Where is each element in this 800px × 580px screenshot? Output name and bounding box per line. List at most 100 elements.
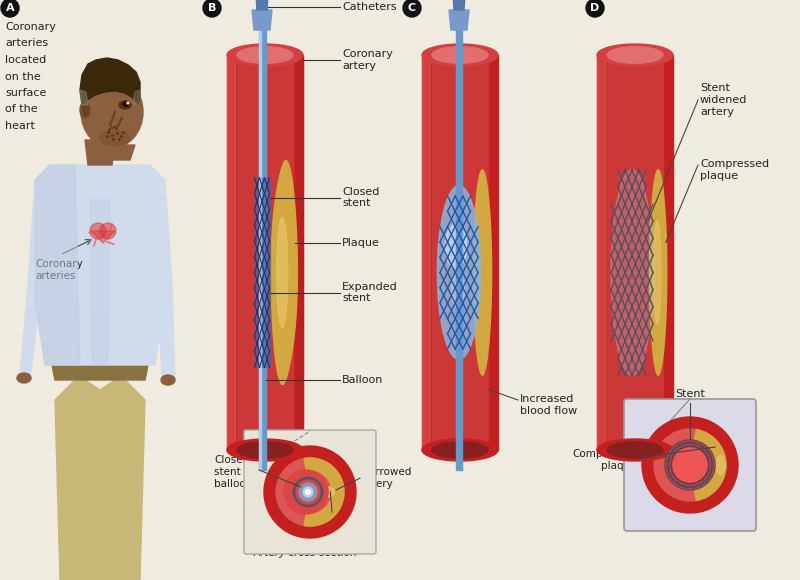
Text: Plaque: Plaque: [330, 510, 366, 520]
Ellipse shape: [422, 44, 498, 66]
Circle shape: [284, 470, 328, 514]
Circle shape: [642, 417, 738, 513]
Polygon shape: [297, 55, 303, 450]
Text: heart: heart: [5, 121, 35, 131]
Polygon shape: [488, 55, 498, 450]
Ellipse shape: [17, 373, 31, 383]
Ellipse shape: [451, 273, 465, 307]
Polygon shape: [422, 55, 432, 450]
Ellipse shape: [422, 439, 498, 461]
Circle shape: [100, 223, 116, 239]
Ellipse shape: [83, 104, 89, 116]
Polygon shape: [20, 180, 50, 380]
Circle shape: [203, 0, 221, 17]
Ellipse shape: [607, 47, 663, 63]
Polygon shape: [650, 170, 667, 375]
Ellipse shape: [432, 442, 488, 458]
Polygon shape: [432, 55, 488, 450]
Text: Closed
stent: Closed stent: [342, 187, 379, 208]
Circle shape: [654, 429, 726, 501]
Text: Balloon: Balloon: [342, 375, 383, 385]
Polygon shape: [35, 165, 165, 365]
Circle shape: [673, 448, 707, 482]
Ellipse shape: [438, 186, 481, 360]
Text: A: A: [6, 3, 14, 13]
Text: Narrowed
artery: Narrowed artery: [361, 467, 411, 489]
Polygon shape: [80, 90, 88, 105]
Polygon shape: [293, 55, 303, 450]
Ellipse shape: [81, 76, 143, 148]
Polygon shape: [258, 0, 266, 470]
Circle shape: [264, 446, 356, 538]
Polygon shape: [597, 55, 605, 450]
Circle shape: [1, 0, 19, 17]
Ellipse shape: [611, 170, 653, 375]
Text: Stent
widened
artery: Stent widened artery: [700, 84, 747, 117]
Polygon shape: [254, 177, 270, 367]
Polygon shape: [95, 145, 135, 160]
Polygon shape: [258, 0, 261, 470]
Circle shape: [90, 223, 106, 239]
Ellipse shape: [237, 47, 293, 63]
Text: Compressed
plaque: Compressed plaque: [700, 159, 769, 181]
Text: surface: surface: [5, 88, 46, 98]
Text: on the: on the: [5, 71, 41, 82]
Text: C: C: [408, 3, 416, 13]
Ellipse shape: [320, 487, 334, 498]
Polygon shape: [449, 10, 469, 30]
Ellipse shape: [227, 44, 303, 66]
Text: Coronary
arteries: Coronary arteries: [35, 259, 82, 281]
Text: Increased
blood flow: Increased blood flow: [520, 394, 578, 416]
Circle shape: [299, 483, 317, 501]
Text: Compressed
plaque: Compressed plaque: [572, 450, 637, 471]
Text: Stent: Stent: [675, 389, 705, 399]
Text: located: located: [5, 55, 46, 65]
Circle shape: [586, 0, 604, 17]
Polygon shape: [52, 365, 148, 380]
Text: B: B: [208, 3, 216, 13]
Text: Catheters: Catheters: [342, 2, 397, 12]
Polygon shape: [133, 90, 140, 104]
Text: Widened
artery: Widened artery: [659, 451, 711, 473]
Polygon shape: [150, 180, 175, 380]
Ellipse shape: [227, 439, 303, 461]
Ellipse shape: [80, 102, 90, 118]
Circle shape: [403, 0, 421, 17]
Polygon shape: [474, 170, 491, 375]
Polygon shape: [271, 161, 298, 385]
Ellipse shape: [597, 439, 673, 461]
Text: Coronary
artery: Coronary artery: [342, 49, 393, 71]
Ellipse shape: [161, 375, 175, 385]
Circle shape: [303, 487, 313, 497]
Circle shape: [306, 490, 310, 495]
Text: Coronary: Coronary: [5, 22, 56, 32]
Polygon shape: [85, 140, 115, 165]
Ellipse shape: [432, 47, 488, 63]
Ellipse shape: [445, 224, 467, 268]
Text: arteries: arteries: [5, 38, 48, 49]
Polygon shape: [304, 458, 344, 526]
Text: of the: of the: [5, 104, 38, 114]
Polygon shape: [607, 55, 663, 450]
Polygon shape: [597, 55, 607, 450]
Ellipse shape: [677, 455, 704, 475]
Text: Expanded
stent: Expanded stent: [342, 282, 398, 303]
Ellipse shape: [607, 442, 663, 458]
Circle shape: [665, 440, 715, 490]
Polygon shape: [422, 55, 430, 450]
Text: D: D: [590, 3, 600, 13]
Polygon shape: [35, 165, 80, 365]
Polygon shape: [256, 0, 268, 10]
FancyBboxPatch shape: [244, 430, 376, 554]
Ellipse shape: [277, 217, 288, 328]
Polygon shape: [663, 55, 673, 450]
Polygon shape: [55, 380, 145, 580]
Ellipse shape: [237, 442, 293, 458]
Polygon shape: [91, 231, 115, 243]
Ellipse shape: [119, 101, 131, 109]
Ellipse shape: [100, 130, 130, 146]
Polygon shape: [227, 55, 237, 450]
Ellipse shape: [127, 102, 129, 104]
Polygon shape: [694, 430, 726, 501]
Circle shape: [276, 458, 344, 526]
